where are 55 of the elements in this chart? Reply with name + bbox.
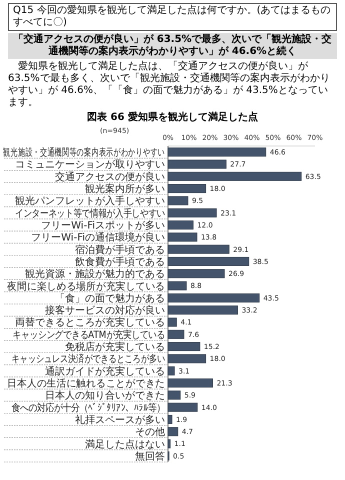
bar xyxy=(168,378,213,388)
bar xyxy=(168,293,260,302)
bar xyxy=(168,306,238,315)
y-tick-label: 観光パンフレットが入手しやすい xyxy=(15,195,165,208)
bar xyxy=(168,281,187,290)
bar xyxy=(168,184,206,194)
y-tick-label: コミュニケーションが取りやすい xyxy=(15,160,165,171)
y-tick-label: キャッシュレス決済ができるところが多い xyxy=(12,353,165,366)
bar xyxy=(168,330,184,339)
bar xyxy=(168,148,266,157)
y-tick-label: 無回答 xyxy=(135,450,165,462)
y-tick-label: 両替できるところが充実している xyxy=(15,316,165,329)
text: 「交通アクセスの便が良い」が 63.5%で最多、次いで「観光施設・交通機関等の案内表示がわかりやすい」が 46.6%と続く xyxy=(8,33,337,59)
y-tick-label: 飲食費が手頃である xyxy=(75,256,165,268)
text: 愛知県を観光して満足した点は、「交通アクセスの便が良い」が 63.5%で最も多く、次いで「観光施設・交通機関等の案内表示がわかりやすい」が 46.6%、「「食」の面で魅力がある」が 43.5%となっています。 xyxy=(8,61,331,109)
bar xyxy=(168,196,188,206)
y-tick-label: その他 xyxy=(135,426,165,438)
bar xyxy=(168,208,217,218)
bar xyxy=(168,244,230,254)
y-tick-label: 日本人の生活に触れることができた xyxy=(7,377,165,390)
y-tick-label: インターネット等で情報が入手しやすい xyxy=(15,208,165,220)
bar xyxy=(168,160,226,169)
bar xyxy=(168,366,175,376)
y-tick-label: 夜間に楽しめる場所が充実している xyxy=(7,280,165,292)
y-tick-label: 「食」の面で魅力がある xyxy=(55,292,165,304)
y-tick-label: 通訳ガイドが充実している xyxy=(45,365,165,378)
bar xyxy=(168,354,206,364)
y-tick-label: 免税店が充実している xyxy=(65,341,165,354)
chart-title: 図表 66 愛知県を観光して満足した点 xyxy=(86,112,259,124)
bar xyxy=(168,414,172,424)
bar xyxy=(168,439,171,448)
y-tick-label: フリーWi-Fiの通信環境が良い xyxy=(31,232,165,244)
y-tick-label: 交通アクセスの便が良い xyxy=(55,170,165,183)
y-tick-label: 観光案内所が多い xyxy=(85,183,165,196)
y-tick-label: 接客サービスの対応が良い xyxy=(45,304,165,317)
y-tick-label: 観光施設・交通機関等の案内表示がわかりやすい xyxy=(3,146,165,160)
y-tick-label: 観光資源・施設が魅力的である xyxy=(25,268,165,280)
bar xyxy=(168,342,200,352)
bar xyxy=(168,256,250,266)
bar xyxy=(168,172,302,181)
y-tick-label: 礼拝スペースが多い xyxy=(75,414,165,426)
bar xyxy=(168,318,177,327)
bar xyxy=(168,402,198,412)
y-tick-label: キャッシングできるATMが充実している xyxy=(12,329,165,342)
y-tick-label: 日本人の知り合いができた xyxy=(45,390,165,402)
bar xyxy=(168,220,194,230)
bar xyxy=(168,269,225,278)
bar xyxy=(168,232,198,242)
y-tick-label: 満足した点はない xyxy=(85,438,165,450)
bar xyxy=(168,390,181,400)
text: Q15 今回の愛知県を観光して満足した点は何ですか。(あてはまるものすべてに〇) xyxy=(8,3,337,31)
bar xyxy=(168,427,178,436)
y-tick-label: フリーWi-Fiスポットが多い xyxy=(41,220,165,232)
y-tick-label: 宿泊費が手頃である xyxy=(75,244,165,256)
y-tick-label: 食への対応が十分（ﾍﾞｼﾞﾀﾘｱﾝ、ﾊﾗﾙ等） xyxy=(12,402,165,414)
